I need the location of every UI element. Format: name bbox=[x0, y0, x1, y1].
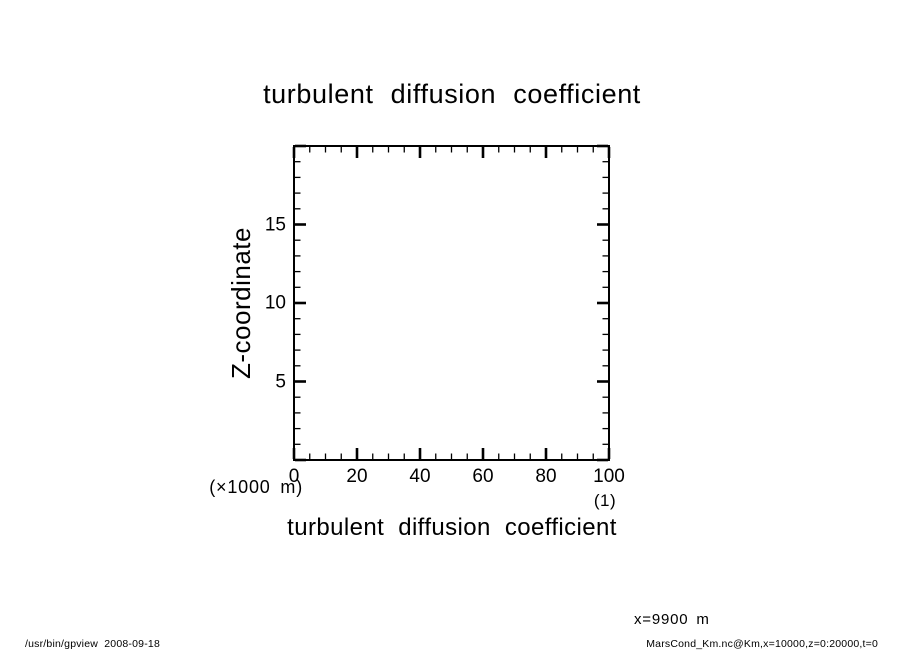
x-axis-title: turbulent diffusion coefficient bbox=[287, 514, 617, 541]
y-tick-label: 5 bbox=[275, 371, 286, 392]
y-tick-label: 15 bbox=[264, 214, 286, 235]
plot-title: turbulent diffusion coefficient bbox=[263, 79, 641, 109]
x-tick-label: 20 bbox=[346, 466, 368, 487]
x-tick-label: 100 bbox=[593, 466, 625, 487]
x-tick-label: 40 bbox=[409, 466, 431, 487]
annotation-x-position: x=9900 m bbox=[634, 611, 710, 628]
footer-data-source: MarsCond_Km.nc@Km,x=10000,z=0:20000,t=0 bbox=[646, 638, 878, 650]
y-axis-unit-label: (×1000 m) bbox=[209, 477, 303, 497]
plot-frame bbox=[293, 145, 610, 461]
x-tick-label: 0 bbox=[288, 466, 300, 487]
x-axis-unit-label: (1) bbox=[593, 491, 617, 510]
footer-command-date: /usr/bin/gpview 2008-09-18 bbox=[25, 638, 160, 650]
y-tick-label: 10 bbox=[264, 292, 286, 314]
x-tick-label: 60 bbox=[472, 466, 494, 487]
x-tick-label: 80 bbox=[535, 466, 557, 487]
annotation-block: x=9900 m t=0 s bbox=[634, 576, 710, 654]
